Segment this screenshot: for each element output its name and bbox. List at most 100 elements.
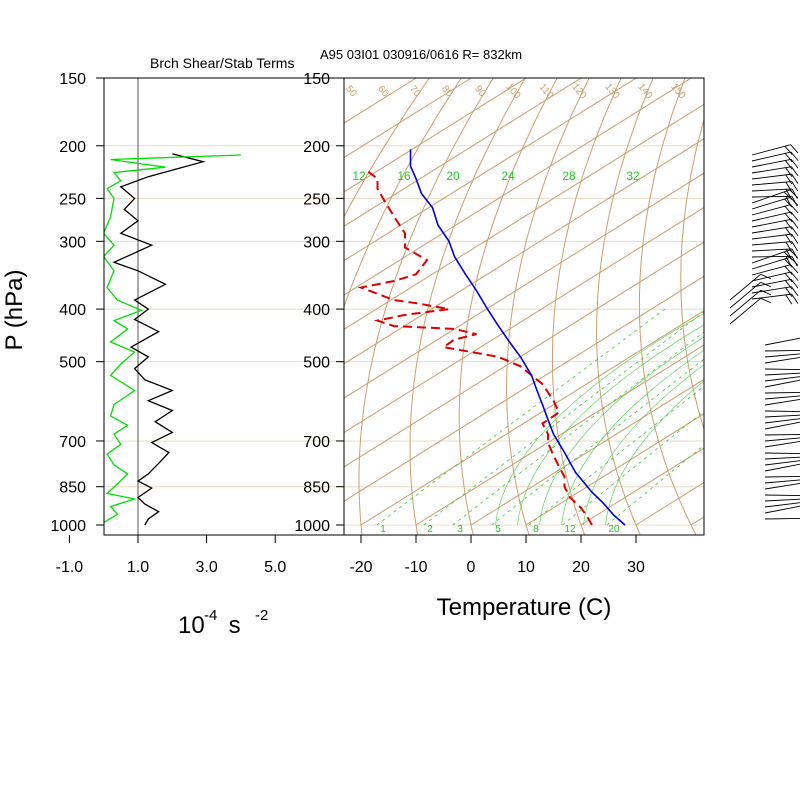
wind-barb-flag xyxy=(784,153,793,163)
right-x-tick-label: -10 xyxy=(404,559,427,576)
dry-adiabat-line xyxy=(358,78,494,535)
isotherm-line xyxy=(344,103,704,330)
wind-barb-flag xyxy=(790,264,799,274)
right-x-tick-label: -20 xyxy=(349,559,372,576)
right-x-tick-label: 30 xyxy=(627,559,645,576)
right-y-tick-label: 850 xyxy=(303,480,330,497)
wind-barb-staff xyxy=(729,281,761,309)
wind-barb-flag xyxy=(785,220,793,230)
wind-barb xyxy=(764,437,800,442)
shear-term-line xyxy=(112,153,206,526)
wind-barb xyxy=(729,273,772,301)
wind-barb xyxy=(729,289,772,317)
wind-barb-staff xyxy=(764,433,800,436)
wind-barb xyxy=(751,233,799,245)
isotherm-line xyxy=(344,78,527,193)
wind-barb xyxy=(764,482,800,490)
dry-adiabat-label: 150 xyxy=(668,81,687,101)
wind-barb-flag xyxy=(790,279,799,289)
wind-barb-staff xyxy=(764,356,800,364)
isotherm-line xyxy=(344,206,704,434)
right-panel-frame xyxy=(343,77,705,536)
wind-barb xyxy=(729,297,772,325)
isotherm-line xyxy=(415,344,704,526)
mixing-ratio-line xyxy=(423,311,704,526)
wind-barb-staff xyxy=(751,151,792,162)
wind-barb-staff xyxy=(751,226,792,234)
wind-barb-flag xyxy=(784,273,793,283)
left-y-tick-label: 300 xyxy=(59,234,86,251)
wind-barb-flag xyxy=(784,213,793,223)
temperature-profile-line xyxy=(409,149,626,526)
wind-barb xyxy=(751,271,799,283)
wind-barb-staff xyxy=(751,188,792,192)
wind-barb-staff xyxy=(764,336,800,346)
left-y-ticks: 150 200 250 300 400 500 700 850 1000 xyxy=(50,71,104,535)
mixing-ratio-label: 12 xyxy=(564,524,576,535)
wind-barb xyxy=(764,475,800,478)
dry-adiabat-line xyxy=(458,78,558,535)
right-x-tick-label: 20 xyxy=(572,559,590,576)
wind-barb-staff xyxy=(764,349,800,352)
right-y-tick-label: 500 xyxy=(303,355,330,372)
wind-barb-staff xyxy=(751,271,792,282)
isotherm-value-label: 24 xyxy=(501,169,515,183)
left-x-tick-label: 3.0 xyxy=(195,559,217,576)
right-y-tick-label: 250 xyxy=(303,191,330,208)
wind-barb xyxy=(764,378,800,388)
wind-barb-staff xyxy=(751,248,792,252)
wind-barb-flag xyxy=(784,205,793,215)
mixing-ratio-label: 8 xyxy=(533,524,539,535)
wind-barb-flag xyxy=(790,159,799,169)
moist-adiabat-line xyxy=(561,349,704,526)
mixing-ratio-label: 5 xyxy=(495,524,501,535)
isotherm-value-label: 20 xyxy=(446,169,460,183)
wind-barb xyxy=(764,391,800,394)
wind-barb-staff xyxy=(764,375,800,382)
wind-barb xyxy=(729,281,772,309)
wind-barb-staff xyxy=(751,255,793,258)
wind-barb-flag xyxy=(791,166,799,177)
right-y-tick-label: 1000 xyxy=(294,518,330,535)
wind-barb xyxy=(764,420,800,430)
wind-barb xyxy=(764,498,800,502)
wind-barb-flag xyxy=(760,281,772,288)
stability-term-line xyxy=(104,154,241,524)
wind-barb-flag xyxy=(760,289,772,296)
wind-barb-flag xyxy=(760,297,772,304)
wind-barb-staff xyxy=(751,218,792,228)
isotherm-line xyxy=(344,78,637,262)
wind-barb-staff xyxy=(764,475,800,478)
wind-barb-staff xyxy=(751,181,792,186)
wind-barb-staff xyxy=(764,398,800,406)
isotherm-line xyxy=(344,275,704,502)
wind-barb-flag xyxy=(791,286,799,297)
dry-adiabat-label: 70 xyxy=(407,84,423,100)
wind-barb-flag xyxy=(790,219,799,229)
wind-barb-flag xyxy=(791,293,799,304)
wind-barb xyxy=(764,349,800,352)
wind-barb-staff xyxy=(764,482,800,490)
wind-barb-flag xyxy=(785,227,793,238)
wind-barb xyxy=(751,158,799,170)
right-x-tick-label: 0 xyxy=(467,559,476,576)
left-y-tick-label: 400 xyxy=(59,302,86,319)
wind-barb xyxy=(751,173,799,185)
left-panel: 150 200 250 300 400 500 700 850 1000 -1.0 1.0 3.0 5… xyxy=(50,71,345,576)
wind-barb-flag xyxy=(791,173,799,184)
wind-barb-staff xyxy=(764,517,800,520)
mixing-ratio-line xyxy=(452,331,704,526)
wind-barb-flag xyxy=(790,144,799,154)
left-x-label-base: 10 xyxy=(178,612,205,639)
moist-adiabat-line xyxy=(539,336,704,526)
wind-barb-staff xyxy=(764,462,800,472)
wind-barb-flag xyxy=(790,211,799,221)
wind-barb-staff xyxy=(751,196,791,210)
wind-barb-flag xyxy=(791,241,799,252)
moist-adiabat-lines xyxy=(495,313,704,526)
dewpoint-profile-line xyxy=(357,169,593,526)
wind-barb-flag xyxy=(784,198,793,208)
wind-barb xyxy=(764,356,800,364)
left-x-label-unit: s xyxy=(222,612,247,639)
